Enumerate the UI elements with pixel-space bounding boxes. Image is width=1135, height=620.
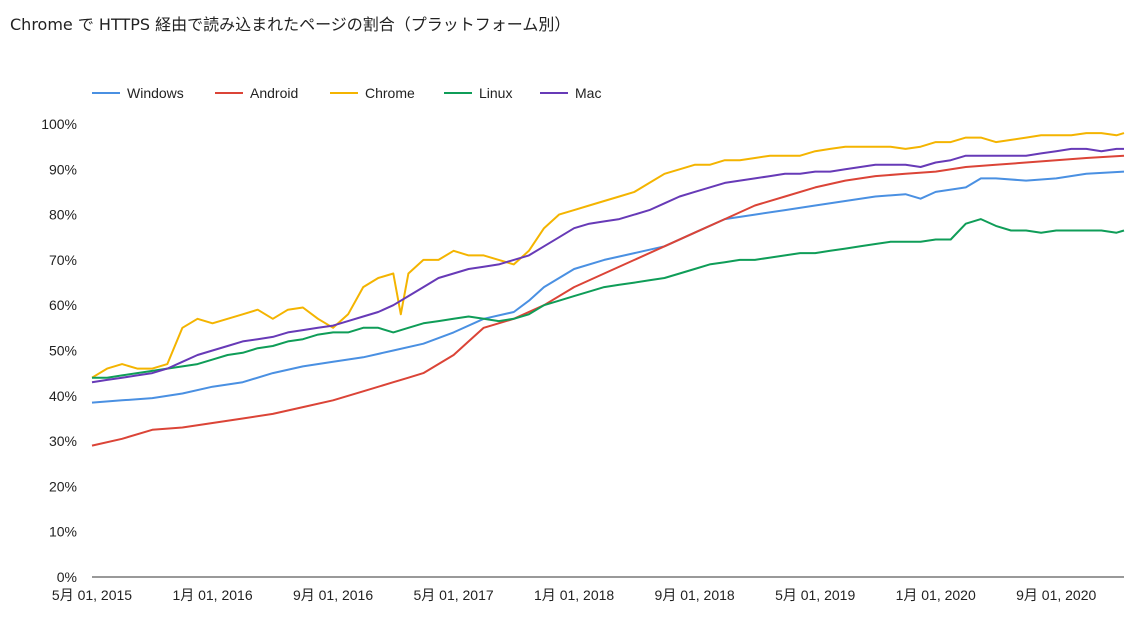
series-line-chrome (91, 132, 1125, 379)
x-tick-label: 9月 01, 2018 (655, 587, 735, 603)
x-tick-label: 9月 01, 2016 (293, 587, 373, 603)
x-tick-label: 1月 01, 2016 (172, 587, 252, 603)
y-tick-label: 0% (57, 569, 77, 585)
series-lines (91, 132, 1125, 447)
y-tick-label: 10% (49, 524, 77, 540)
x-tick-label: 1月 01, 2018 (534, 587, 614, 603)
legend-label-chrome: Chrome (365, 85, 415, 101)
y-tick-label: 90% (49, 161, 77, 177)
y-tick-label: 60% (49, 297, 77, 313)
legend-label-linux: Linux (479, 85, 512, 101)
x-tick-label: 5月 01, 2015 (52, 587, 132, 603)
series-line-mac (91, 147, 1124, 384)
y-tick-label: 50% (49, 343, 77, 359)
legend-label-mac: Mac (575, 85, 601, 101)
x-tick-label: 5月 01, 2017 (413, 587, 493, 603)
y-tick-label: 20% (49, 478, 77, 494)
chart-legend: Windows Android Chrome Linux Mac (92, 85, 601, 101)
y-tick-label: 30% (49, 433, 77, 449)
y-tick-label: 80% (49, 207, 77, 223)
chart-title: Chrome で HTTPS 経由で読み込まれたページの割合（プラットフォーム別… (10, 15, 571, 34)
y-tick-label: 40% (49, 388, 77, 404)
y-axis: 0% 10% 20% 30% 40% 50% 60% 70% 80% 90% 100% (41, 116, 77, 585)
y-tick-label: 70% (49, 252, 77, 268)
legend-label-android: Android (250, 85, 298, 101)
x-tick-label: 5月 01, 2019 (775, 587, 855, 603)
series-line-windows (91, 170, 1125, 404)
y-tick-label: 100% (41, 116, 77, 132)
x-tick-label: 1月 01, 2020 (896, 587, 976, 603)
x-axis: 5月 01, 2015 1月 01, 2016 9月 01, 2016 5月 01, … (52, 576, 1124, 603)
x-tick-label: 9月 01, 2020 (1016, 587, 1096, 603)
series-line-android (91, 154, 1125, 447)
series-line-linux (92, 218, 1125, 379)
legend-label-windows: Windows (127, 85, 184, 101)
